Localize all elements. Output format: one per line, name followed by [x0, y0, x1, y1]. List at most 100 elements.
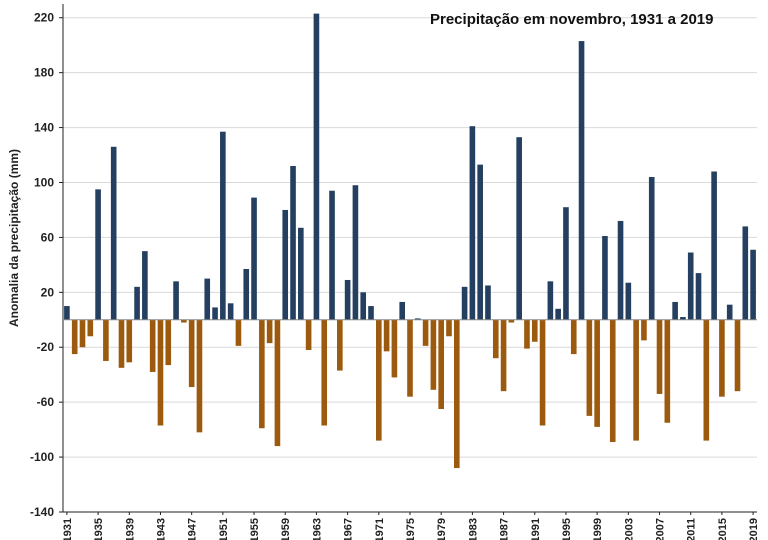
y-tick-label: 100: [34, 175, 54, 189]
x-tick-label: 1999: [592, 518, 604, 540]
x-tick-label: 1971: [374, 518, 386, 540]
bar-1934: [87, 319, 94, 337]
x-tick-label: 1947: [187, 518, 199, 540]
x-tick-label: 1931: [62, 518, 74, 540]
bar-1980: [446, 319, 452, 337]
bar-1984: [477, 164, 483, 320]
bar-1961: [298, 227, 304, 320]
bar-1966: [337, 319, 343, 371]
y-tick-label: 140: [34, 121, 54, 135]
bar-1981: [453, 319, 460, 469]
bar-1948: [196, 319, 203, 433]
bar-1964: [321, 319, 328, 426]
bar-1968: [352, 185, 359, 320]
bar-2008: [664, 319, 671, 423]
bar-1985: [485, 285, 491, 320]
bar-1993: [547, 281, 554, 320]
bar-1963: [313, 13, 320, 320]
x-tick-label: 1943: [155, 518, 167, 540]
bar-1970: [368, 306, 374, 320]
bar-1990: [524, 319, 530, 349]
bar-1938: [118, 319, 125, 368]
y-tick-label: -60: [37, 395, 55, 409]
x-tick-label: 1935: [93, 518, 105, 540]
bars-group: [64, 13, 756, 469]
chart-title: Precipitação em novembro, 1931 a 2019: [430, 11, 713, 28]
bar-1978: [430, 319, 437, 390]
bar-1936: [103, 319, 109, 361]
bar-1967: [344, 279, 351, 320]
bar-1996: [570, 319, 577, 355]
y-tick-label: -100: [30, 450, 54, 464]
bar-2017: [734, 319, 741, 392]
bar-1995: [563, 207, 569, 320]
bar-2010: [680, 317, 686, 320]
bar-1955: [251, 197, 257, 320]
x-tick-label: 2015: [717, 518, 729, 540]
bar-2014: [711, 171, 717, 320]
x-tick-label: 2007: [655, 518, 667, 540]
bar-1979: [438, 319, 444, 410]
bar-1972: [383, 319, 390, 352]
x-tick-label: 1963: [311, 518, 323, 540]
y-tick-label: 180: [34, 66, 54, 80]
x-tick-labels: 1931 1935 1939 1943 1947 1951 1955 1959 1963 1967…: [62, 512, 760, 540]
y-tick-label: 20: [41, 285, 55, 299]
bar-1954: [243, 268, 250, 320]
bar-2001: [609, 319, 616, 442]
bar-1973: [391, 319, 398, 378]
bar-1999: [594, 319, 600, 427]
bar-1997: [578, 41, 585, 320]
bar-2002: [617, 220, 624, 320]
x-tick-label: 1987: [499, 518, 511, 540]
bar-1932: [71, 319, 78, 355]
bar-1956: [259, 319, 265, 429]
x-tick-label: 2011: [686, 518, 698, 540]
bar-1971: [376, 319, 382, 441]
bar-2009: [672, 301, 678, 320]
bar-1947: [188, 319, 195, 388]
x-tick-label: 1939: [124, 518, 136, 540]
bar-2007: [656, 319, 663, 394]
x-tick-label: 1967: [343, 518, 355, 540]
bar-1975: [407, 319, 413, 397]
bar-1969: [360, 292, 367, 320]
bar-1965: [329, 190, 335, 320]
bar-1957: [266, 319, 273, 344]
bar-1960: [290, 166, 296, 320]
bar-1994: [555, 308, 561, 320]
x-tick-label: 1995: [561, 518, 573, 540]
y-tick-labels: 220 180 140 100 60 20 -20 -60 -100 -140: [30, 11, 63, 519]
x-tick-label: 1975: [405, 518, 417, 540]
bar-2013: [703, 319, 710, 441]
bar-1982: [461, 286, 468, 320]
x-tick-label: 1979: [436, 518, 448, 540]
x-tick-label: 2003: [623, 518, 635, 540]
bar-1935: [95, 189, 101, 320]
bar-1950: [212, 307, 218, 320]
bar-1949: [204, 278, 211, 320]
bar-1988: [508, 319, 515, 323]
bar-1958: [274, 319, 281, 447]
y-axis-label: Anomalia da precipitação (mm): [7, 149, 21, 327]
bar-1989: [516, 137, 522, 320]
bar-1962: [305, 319, 312, 350]
bar-1933: [79, 319, 86, 348]
bar-1976: [414, 318, 421, 320]
bar-1940: [134, 286, 140, 320]
y-tick-label: -140: [30, 505, 54, 519]
bar-1941: [142, 251, 148, 320]
y-tick-label: 220: [34, 11, 54, 25]
bar-1987: [500, 319, 507, 392]
bar-2005: [641, 319, 647, 341]
bar-2003: [625, 282, 632, 320]
bar-2012: [695, 273, 702, 320]
y-tick-label: -20: [37, 340, 55, 354]
bar-2004: [633, 319, 639, 441]
bar-1931: [64, 306, 70, 320]
bar-1959: [282, 209, 289, 320]
bar-2006: [648, 176, 655, 320]
